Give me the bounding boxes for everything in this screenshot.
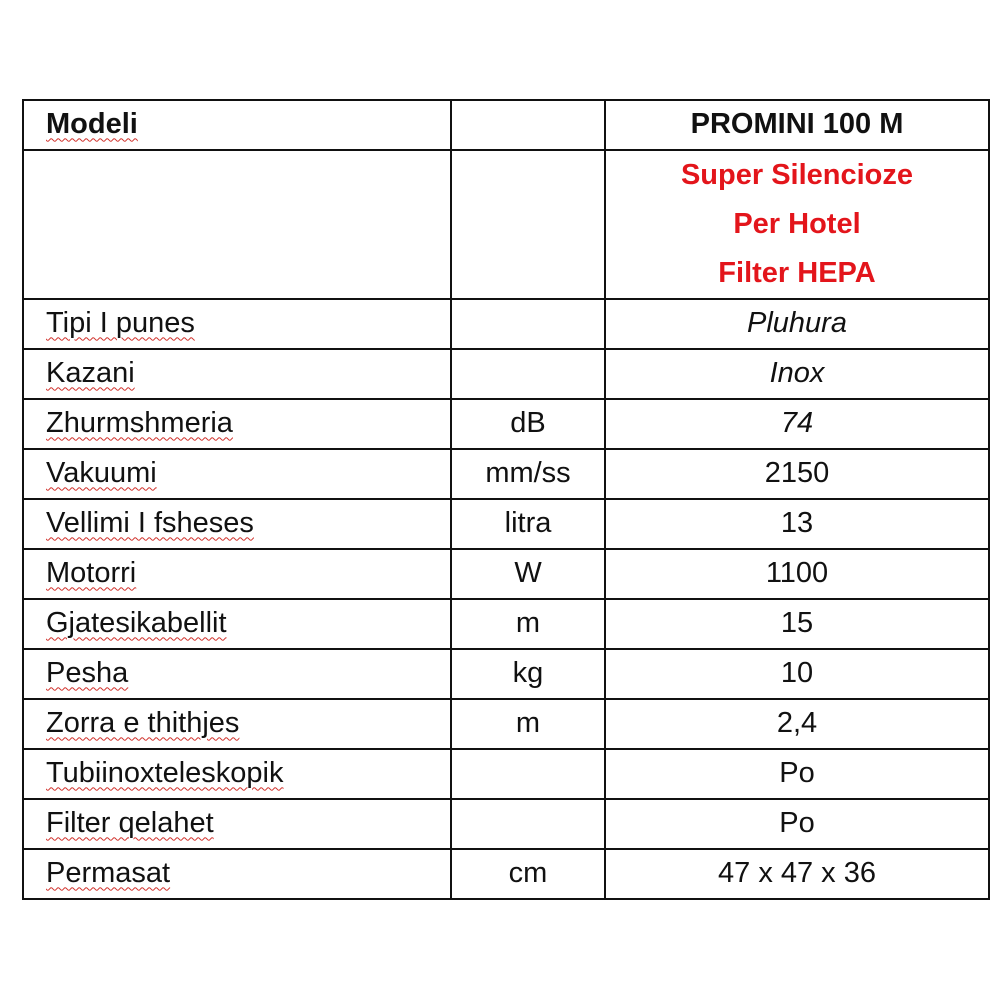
feature-item: Per Hotel [733,208,861,240]
table-row: Vakuumi mm/ss 2150 [22,448,990,500]
spec-value: 47 x 47 x 36 [604,848,990,900]
table-row: Gjatesikabellit m 15 [22,598,990,650]
spec-value: 10 [604,648,990,700]
spec-label: Tubiinoxteleskopik [22,748,452,800]
spec-label: Pesha [22,648,452,700]
spec-value: Inox [604,348,990,400]
spec-unit: cm [450,848,606,900]
spec-label-text: Filter qelahet [46,807,214,840]
features-unit-cell [450,149,606,300]
header-label: Modeli [22,99,452,151]
model-name: PROMINI 100 M [604,99,990,151]
features-label-cell [22,149,452,300]
spec-label: Tipi I punes [22,298,452,350]
spec-value: Po [604,748,990,800]
spec-value: Po [604,798,990,850]
header-unit [450,99,606,151]
spec-value: 2,4 [604,698,990,750]
table-row: Zhurmshmeria dB 74 [22,398,990,450]
spec-label-text: Pesha [46,657,129,690]
features-cell: Super Silencioze Per Hotel Filter HEPA [604,149,990,300]
spec-unit [450,348,606,400]
spec-label: Vellimi I fsheses [22,498,452,550]
spec-label: Gjatesikabellit [22,598,452,650]
feature-item: Super Silencioze [680,159,914,191]
table-row: Pesha kg 10 [22,648,990,700]
spec-value: 2150 [604,448,990,500]
table-row: Filter qelahet Po [22,798,990,850]
spec-unit [450,298,606,350]
table-header-row: Modeli PROMINI 100 M [22,99,990,151]
table-row: Zorra e thithjes m 2,4 [22,698,990,750]
spec-label-text: Vellimi I fsheses [46,507,254,540]
spec-value: 1100 [604,548,990,600]
spec-unit [450,798,606,850]
spec-unit: mm/ss [450,448,606,500]
table-row: Tipi I punes Pluhura [22,298,990,350]
spec-value: 15 [604,598,990,650]
table-row: Tubiinoxteleskopik Po [22,748,990,800]
spec-value: 13 [604,498,990,550]
table-row: Kazani Inox [22,348,990,400]
spec-unit: litra [450,498,606,550]
spec-unit: kg [450,648,606,700]
spec-value: 74 [604,398,990,450]
spec-label-text: Kazani [46,357,135,390]
spec-label: Zhurmshmeria [22,398,452,450]
table-row: Permasat cm 47 x 47 x 36 [22,848,990,900]
feature-item: Filter HEPA [718,257,876,289]
spec-table: Modeli PROMINI 100 M Super Silencioze Pe… [22,99,990,900]
spec-unit: W [450,548,606,600]
spec-label-text: Motorri [46,557,137,590]
spec-unit: m [450,698,606,750]
spec-unit: dB [450,398,606,450]
spec-label: Kazani [22,348,452,400]
header-label-text: Modeli [46,108,138,141]
spec-unit [450,748,606,800]
spec-label-text: Zhurmshmeria [46,407,233,440]
spec-label: Vakuumi [22,448,452,500]
table-row: Vellimi I fsheses litra 13 [22,498,990,550]
spec-unit: m [450,598,606,650]
spec-label-text: Gjatesikabellit [46,607,227,640]
spec-label-text: Vakuumi [46,457,157,490]
features-row: Super Silencioze Per Hotel Filter HEPA [22,149,990,300]
spec-label: Motorri [22,548,452,600]
spec-label: Filter qelahet [22,798,452,850]
spec-label: Zorra e thithjes [22,698,452,750]
spec-label-text: Permasat [46,857,171,890]
spec-label-text: Tipi I punes [46,307,195,340]
spec-value: Pluhura [604,298,990,350]
spec-label: Permasat [22,848,452,900]
spec-label-text: Zorra e thithjes [46,707,240,740]
spec-label-text: Tubiinoxteleskopik [46,757,284,790]
table-row: Motorri W 1100 [22,548,990,600]
